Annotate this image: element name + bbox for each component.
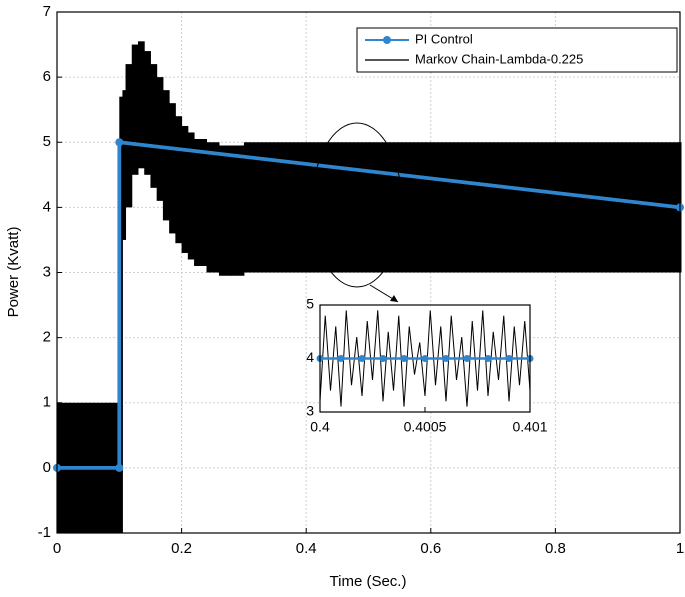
- series-line: [319, 310, 531, 407]
- marker: [505, 355, 513, 362]
- y-tick-label: 3: [43, 263, 51, 280]
- band-segment: [175, 116, 183, 244]
- y-tick-label: 7: [43, 3, 51, 20]
- y-tick-label: 4: [43, 198, 51, 215]
- zoom-ellipse: [311, 122, 403, 288]
- band-segment: [218, 145, 232, 276]
- x-tick-label: 0.8: [545, 540, 566, 557]
- legend: PI Control Markov Chain-Lambda-0.225: [356, 27, 678, 73]
- y-tick-label: 3: [306, 403, 314, 419]
- y-tick-label: 1: [43, 394, 51, 411]
- band-segment: [231, 145, 245, 276]
- band-segment: [206, 142, 220, 273]
- x-tick-label: 0.2: [171, 540, 192, 557]
- marker: [442, 355, 450, 362]
- marker: [484, 355, 492, 362]
- legend-marker: [383, 36, 391, 44]
- band-segment: [156, 77, 164, 201]
- y-tick-label: -1: [38, 524, 51, 541]
- y-tick-label: 5: [43, 133, 51, 150]
- x-axis-label: Time (Sec.): [330, 573, 407, 590]
- marker: [115, 463, 124, 472]
- y-tick-label: 4: [306, 349, 314, 365]
- inset-plot: 3 4 5 0.4 0.4005 0.401: [306, 296, 548, 435]
- x-tick-label: 0.4: [296, 540, 317, 557]
- band-segment: [555, 142, 619, 273]
- marker: [115, 138, 124, 147]
- band-segment: [144, 51, 151, 175]
- x-tick-label: 0.401: [512, 419, 547, 435]
- marker: [337, 355, 345, 362]
- y-tick-label: 2: [43, 329, 51, 346]
- marker: [379, 355, 387, 362]
- legend-box: [356, 27, 678, 73]
- band-segment: [137, 41, 145, 169]
- band-segment: [181, 125, 189, 253]
- band-segment: [122, 90, 127, 240]
- y-axis-label: Power (Kvatt): [5, 227, 22, 318]
- y-tick-label: 5: [306, 296, 314, 312]
- marker: [358, 355, 366, 362]
- y-tick-label: 6: [43, 68, 51, 85]
- band-segment: [368, 142, 432, 273]
- x-tick-label: 0.6: [420, 540, 441, 557]
- band-segment: [169, 103, 176, 234]
- band-segment: [125, 64, 133, 208]
- band-segment: [131, 44, 139, 175]
- x-tick-label: 0: [53, 540, 61, 557]
- band-segment: [493, 142, 556, 273]
- arrow-head: [390, 295, 398, 302]
- legend-label: Markov Chain-Lambda-0.225: [415, 51, 583, 66]
- band-segment: [194, 138, 208, 266]
- band-segment: [430, 142, 494, 273]
- plot-frame: [56, 11, 681, 534]
- plot-frame: [319, 304, 531, 413]
- band-segment: [150, 64, 158, 188]
- legend-label: PI Control: [415, 31, 473, 46]
- band-segment: [162, 90, 170, 221]
- series-line: [57, 140, 681, 470]
- marker: [463, 355, 471, 362]
- band-segment: [306, 142, 369, 273]
- x-tick-label: 0.4005: [404, 419, 447, 435]
- y-tick-label: 0: [43, 459, 51, 476]
- x-tick-label: 0.4: [310, 419, 330, 435]
- band-segment: [187, 132, 195, 260]
- marker: [400, 355, 408, 362]
- marker: [421, 355, 429, 362]
- x-tick-label: 1: [676, 540, 684, 557]
